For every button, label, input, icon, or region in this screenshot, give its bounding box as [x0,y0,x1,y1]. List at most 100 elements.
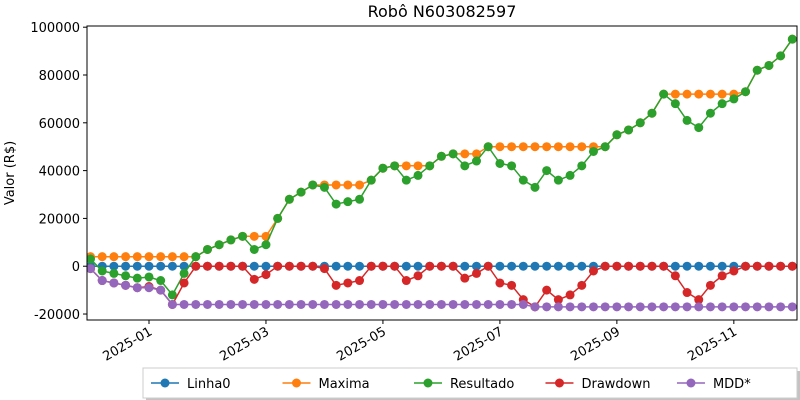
point [425,299,435,309]
point [741,87,751,97]
point [144,252,154,262]
point [741,302,751,312]
point [214,240,224,250]
chart-title: Robô N603082597 [368,2,517,21]
point [764,302,774,312]
point [542,261,552,271]
point [483,142,493,152]
y-tick-label: 60000 [39,117,80,132]
point [776,302,786,312]
point [97,252,107,262]
point [764,60,774,70]
point [167,290,177,300]
point [425,261,435,271]
point [776,51,786,61]
point [226,261,236,271]
point [378,163,388,173]
point [741,261,751,271]
point [179,299,189,309]
point [436,151,446,161]
plot-frame [86,25,798,321]
point [319,182,329,192]
point [647,108,657,118]
point [87,264,96,274]
point [179,278,189,288]
legend-marker [423,378,433,388]
point [507,261,517,271]
point [518,261,528,271]
point [355,194,365,204]
point [553,261,563,271]
y-tick-label: -20000 [34,308,80,323]
point [612,130,622,140]
point [553,142,563,152]
point [647,261,657,271]
point [214,299,224,309]
point [612,261,622,271]
point [378,261,388,271]
point [565,261,575,271]
point [167,252,177,262]
legend-label: Resultado [450,377,514,392]
point [694,302,704,312]
point [167,299,177,309]
point [319,264,329,274]
point [588,146,598,156]
point [682,302,692,312]
point [507,280,517,290]
point [355,261,365,271]
legend-marker [160,378,170,388]
point [401,161,411,171]
point [647,302,657,312]
point [366,175,376,185]
point [144,272,154,282]
point [577,261,587,271]
point [460,149,470,159]
point [507,161,517,171]
point [577,161,587,171]
point [343,278,353,288]
point [670,99,680,109]
point [97,266,107,276]
point [179,252,189,262]
point [588,266,598,276]
point [343,180,353,190]
point [705,89,715,99]
point [132,252,142,262]
point [553,295,563,305]
point [343,197,353,207]
point [273,261,283,271]
point [588,302,598,312]
point [787,302,797,312]
point [448,149,458,159]
point [717,271,727,281]
point [518,299,528,309]
point [121,271,131,281]
point [331,180,341,190]
point [132,273,142,283]
legend-label: Maxima [318,377,369,392]
point [413,261,423,271]
point [355,299,365,309]
point [413,271,423,281]
point [390,299,400,309]
point [495,142,505,152]
point [694,261,704,271]
point [600,261,610,271]
point [694,123,704,133]
point [226,299,236,309]
point [460,261,470,271]
point [401,276,411,286]
point [729,302,739,312]
point [331,280,341,290]
point [284,194,294,204]
point [261,261,271,271]
point [542,302,552,312]
point [308,261,318,271]
point [284,299,294,309]
legend-marker [291,378,301,388]
point [366,299,376,309]
point [495,278,505,288]
